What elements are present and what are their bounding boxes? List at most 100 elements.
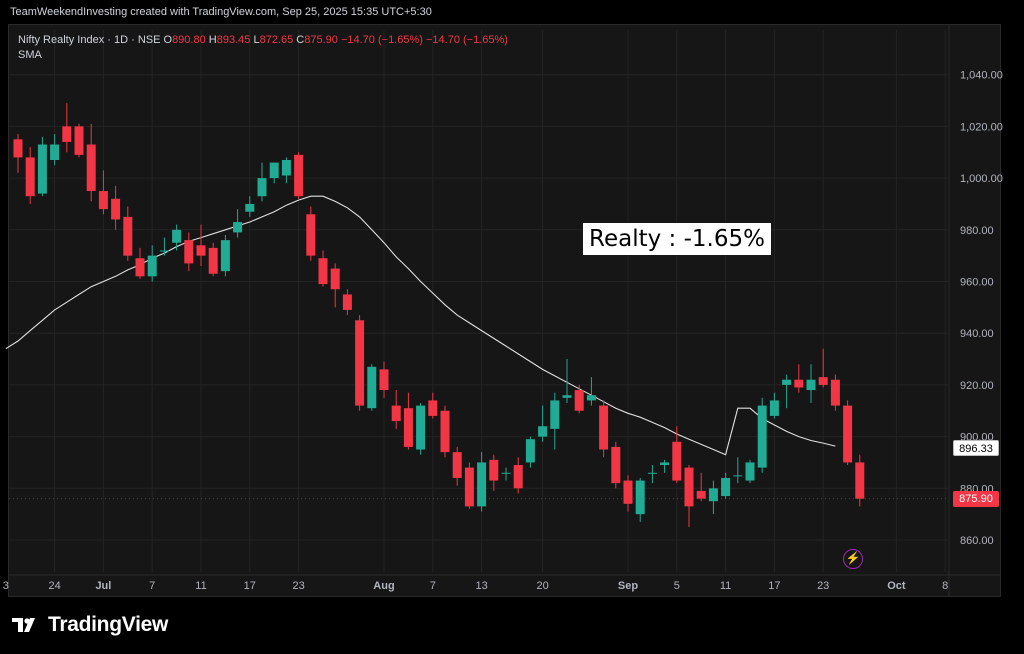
footer [0,600,1024,654]
attribution-bar: TeamWeekendInvesting created with Tradin… [0,0,1024,22]
sma-price-tag: 896.33 [953,440,999,456]
candle-body [440,410,450,453]
candle-body [818,377,828,385]
candle-body [355,320,365,406]
candle-body [233,222,243,233]
candle-body [294,154,304,197]
candle-body [550,400,560,429]
candle-body [830,379,840,406]
candle-body [586,395,596,401]
x-tick-label: Jul [95,580,111,592]
candle-body [464,467,474,507]
candle-body [184,240,194,264]
candle-body [245,203,255,212]
x-tick-label: 17 [244,580,256,592]
candle-body [574,390,584,411]
candle-body [501,472,511,474]
candle-body [623,480,633,504]
candle-body [843,405,853,463]
x-tick-label: 8 [942,580,948,592]
candle-body [86,144,96,192]
tradingview-logo[interactable]: TradingView [12,613,168,637]
candle-body [538,426,548,437]
change-value: −14.70 (−1.65%) [340,34,423,46]
x-tick-label: 24 [48,580,60,592]
high-value: 893.45 [216,34,251,46]
candle-body [782,379,792,385]
candle-body [159,250,169,252]
candle-body [660,462,670,466]
low-label: L [253,34,260,46]
candle-body [599,405,609,450]
candle-body [25,157,35,197]
candle-body [74,126,84,155]
candle-body [525,439,535,463]
candle-body [391,405,401,422]
candle-body [196,245,206,256]
y-tick-label: 860.00 [960,535,994,547]
candle-body [635,480,645,515]
x-tick-label: 13 [475,580,487,592]
x-tick-label: 3 [3,580,9,592]
open-value: 890.80 [172,34,206,46]
candle-body [806,379,816,391]
candle-body [672,441,682,481]
candle-body [611,446,621,484]
candle-body [147,255,157,277]
candle-body [647,472,657,474]
candle-body [123,216,133,256]
candle-body [745,462,755,481]
tradingview-logo-icon [12,618,35,632]
candle-body [13,139,23,158]
candle-body [367,366,377,409]
attribution-text: TeamWeekendInvesting created with Tradin… [10,6,432,18]
candle-body [489,459,499,481]
candle-body [220,240,230,272]
candle-body [135,258,145,277]
low-value: 872.65 [259,34,294,46]
candle-body [428,400,438,416]
candle-body [98,191,108,210]
x-tick-label: 7 [430,580,436,592]
candle-body [379,369,389,391]
candle-body [477,462,487,507]
candle-body [684,467,694,507]
candle-body [281,160,291,176]
realty-change-annotation: Realty : -1.65% [583,223,771,255]
candle-body [330,268,340,290]
candle-body [37,144,47,194]
candle-body [794,379,804,388]
candle-body [318,258,328,285]
candle-body [111,198,121,220]
symbol-label[interactable]: Nifty Realty Index · 1D · NSE [18,34,161,46]
change-value-2: −14.70 (−1.65%) [425,34,508,46]
y-tick-label: 1,000.00 [960,173,1003,185]
candle-body [208,247,218,274]
candle-body [769,400,779,416]
x-tick-label: Sep [618,580,638,592]
candle-body [733,475,743,477]
lightning-icon[interactable]: ⚡ [843,549,863,569]
sma-indicator-label[interactable]: SMA [18,49,42,61]
candle-body [269,162,279,179]
y-tick-label: 1,020.00 [960,121,1003,133]
y-tick-label: 960.00 [960,277,994,289]
x-tick-label: 20 [536,580,548,592]
y-tick-label: 980.00 [960,225,994,237]
x-tick-label: Oct [887,580,906,592]
y-tick-label: 940.00 [960,328,994,340]
x-tick-label: 17 [768,580,780,592]
candle-body [62,126,72,142]
x-tick-label: 23 [292,580,304,592]
high-label: H [208,34,217,46]
last-price-tag: 875.90 [953,491,999,507]
x-tick-label: 23 [817,580,829,592]
chart-frame[interactable] [8,24,1001,597]
candle-body [257,178,267,197]
x-tick-label: 11 [720,580,731,592]
candle-body [403,408,413,447]
candle-body [513,465,523,489]
candle-body [708,488,718,502]
candle-body [306,214,316,256]
